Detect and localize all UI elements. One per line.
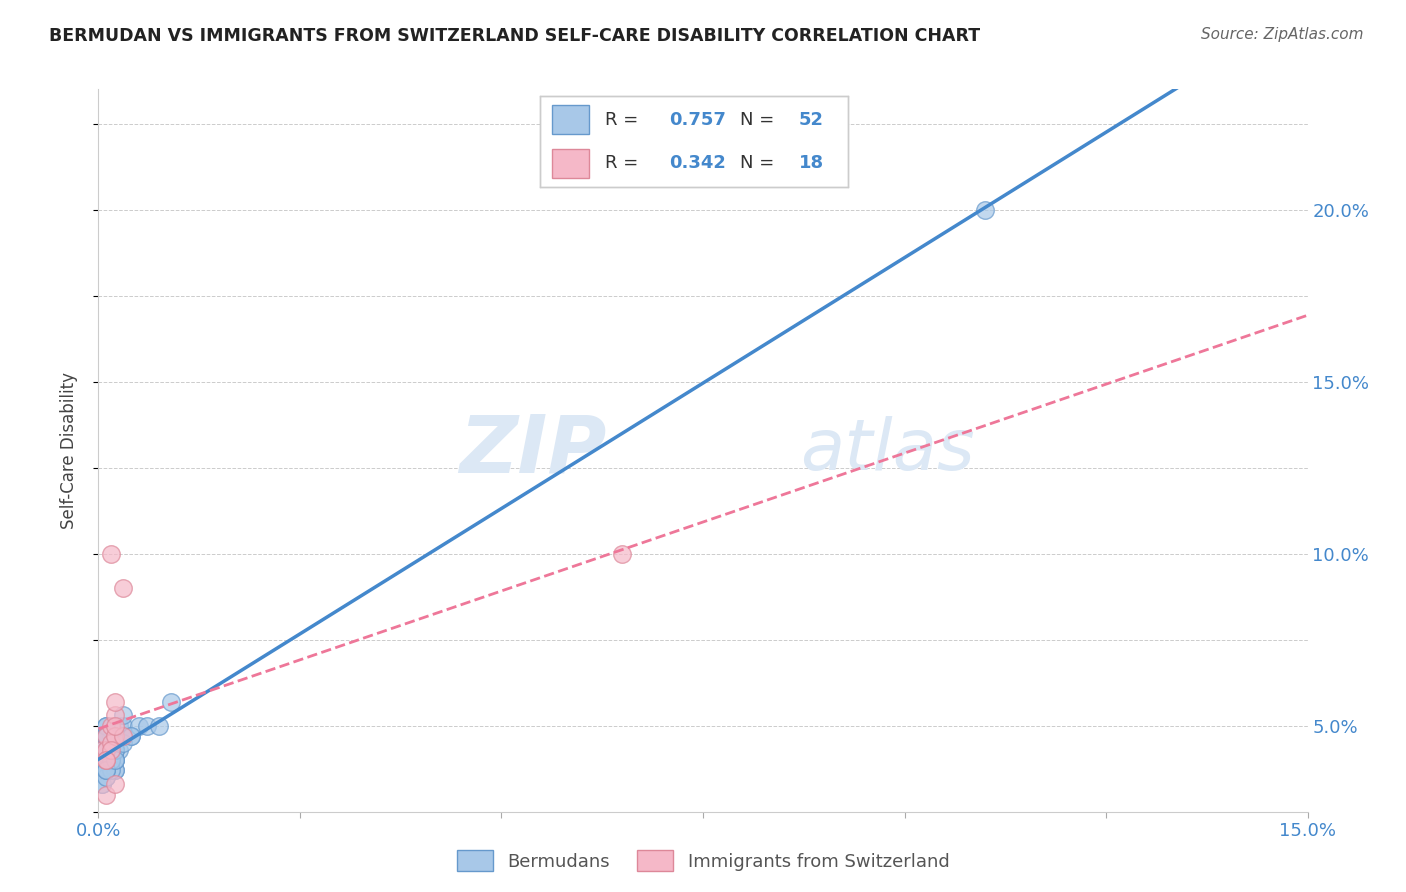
Point: [103, 777, 125, 791]
Point: [103, 695, 125, 709]
Point: [91, 743, 114, 757]
Point: [103, 753, 125, 767]
Point: [135, 719, 157, 733]
Point: [96, 753, 118, 767]
Point: [96, 764, 118, 778]
Point: [100, 736, 122, 750]
Point: [111, 719, 134, 733]
Point: [103, 743, 125, 757]
Point: [111, 729, 134, 743]
Point: [96, 729, 118, 743]
Point: [100, 729, 122, 743]
Point: [96, 729, 118, 743]
Point: [974, 202, 997, 217]
Point: [160, 695, 183, 709]
Point: [103, 743, 125, 757]
Point: [100, 719, 122, 733]
Point: [96, 743, 118, 757]
Point: [100, 753, 122, 767]
Point: [96, 753, 118, 767]
Point: [91, 736, 114, 750]
Point: [103, 764, 125, 778]
Point: [103, 719, 125, 733]
Point: [148, 719, 170, 733]
Point: [100, 753, 122, 767]
Point: [100, 736, 122, 750]
Point: [96, 770, 118, 784]
Point: [100, 743, 122, 757]
Point: [100, 753, 122, 767]
Point: [96, 729, 118, 743]
Point: [107, 743, 129, 757]
Point: [103, 764, 125, 778]
Point: [100, 764, 122, 778]
Point: [103, 753, 125, 767]
Point: [91, 777, 114, 791]
Point: [91, 743, 114, 757]
Point: [96, 753, 118, 767]
Point: [96, 788, 118, 802]
Point: [120, 729, 142, 743]
Point: [96, 719, 118, 733]
Point: [96, 764, 118, 778]
Point: [111, 581, 134, 595]
Point: [612, 547, 634, 561]
Text: BERMUDAN VS IMMIGRANTS FROM SWITZERLAND SELF-CARE DISABILITY CORRELATION CHART: BERMUDAN VS IMMIGRANTS FROM SWITZERLAND …: [49, 27, 980, 45]
Y-axis label: Self-Care Disability: Self-Care Disability: [59, 372, 77, 529]
Point: [96, 770, 118, 784]
Point: [96, 743, 118, 757]
Point: [91, 777, 114, 791]
Point: [103, 729, 125, 743]
Point: [96, 743, 118, 757]
Point: [103, 708, 125, 723]
Point: [96, 753, 118, 767]
Point: [96, 743, 118, 757]
Point: [100, 743, 122, 757]
Text: atlas: atlas: [800, 416, 974, 485]
Legend: Bermudans, Immigrants from Switzerland: Bermudans, Immigrants from Switzerland: [450, 843, 956, 879]
Point: [128, 719, 150, 733]
Point: [96, 753, 118, 767]
Point: [96, 729, 118, 743]
Point: [96, 729, 118, 743]
Point: [96, 719, 118, 733]
Point: [120, 729, 142, 743]
Point: [111, 729, 134, 743]
Point: [107, 719, 129, 733]
Text: Source: ZipAtlas.com: Source: ZipAtlas.com: [1201, 27, 1364, 42]
Point: [103, 736, 125, 750]
Point: [96, 764, 118, 778]
Point: [91, 764, 114, 778]
Point: [103, 753, 125, 767]
Point: [111, 736, 134, 750]
Point: [100, 547, 122, 561]
Point: [100, 743, 122, 757]
Point: [103, 743, 125, 757]
Text: ZIP: ZIP: [458, 411, 606, 490]
Point: [111, 708, 134, 723]
